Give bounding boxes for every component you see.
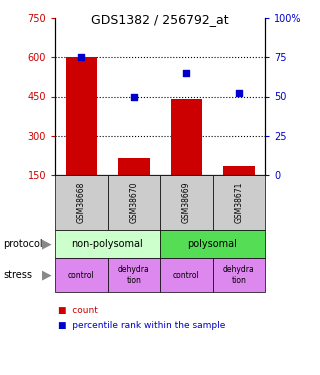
Text: GSM38670: GSM38670 bbox=[129, 182, 138, 223]
Text: dehydra
tion: dehydra tion bbox=[223, 265, 255, 285]
Point bbox=[236, 90, 241, 96]
Text: GDS1382 / 256792_at: GDS1382 / 256792_at bbox=[91, 13, 229, 26]
Bar bbox=[55, 175, 108, 230]
Point bbox=[79, 54, 84, 60]
Text: GSM38668: GSM38668 bbox=[77, 182, 86, 223]
Text: ▶: ▶ bbox=[42, 268, 52, 282]
Text: ■  percentile rank within the sample: ■ percentile rank within the sample bbox=[58, 321, 226, 330]
Bar bbox=[171, 99, 202, 175]
Text: stress: stress bbox=[3, 270, 32, 280]
Text: control: control bbox=[173, 270, 200, 279]
Bar bbox=[160, 230, 265, 258]
Bar bbox=[108, 258, 160, 292]
Text: non-polysomal: non-polysomal bbox=[72, 239, 143, 249]
Point bbox=[131, 93, 136, 99]
Bar bbox=[223, 166, 254, 175]
Text: ▶: ▶ bbox=[42, 237, 52, 250]
Bar bbox=[160, 175, 212, 230]
Text: polysomal: polysomal bbox=[188, 239, 237, 249]
Text: ■  count: ■ count bbox=[58, 306, 98, 315]
Text: control: control bbox=[68, 270, 95, 279]
Text: GSM38671: GSM38671 bbox=[234, 182, 243, 223]
Text: GSM38669: GSM38669 bbox=[182, 182, 191, 223]
Text: dehydra
tion: dehydra tion bbox=[118, 265, 150, 285]
Text: protocol: protocol bbox=[3, 239, 43, 249]
Bar bbox=[55, 230, 160, 258]
Bar bbox=[66, 57, 97, 175]
Bar bbox=[212, 175, 265, 230]
Bar bbox=[212, 258, 265, 292]
Bar bbox=[55, 258, 108, 292]
Bar bbox=[160, 258, 212, 292]
Point bbox=[184, 70, 189, 76]
Bar bbox=[108, 175, 160, 230]
Bar bbox=[118, 158, 149, 175]
